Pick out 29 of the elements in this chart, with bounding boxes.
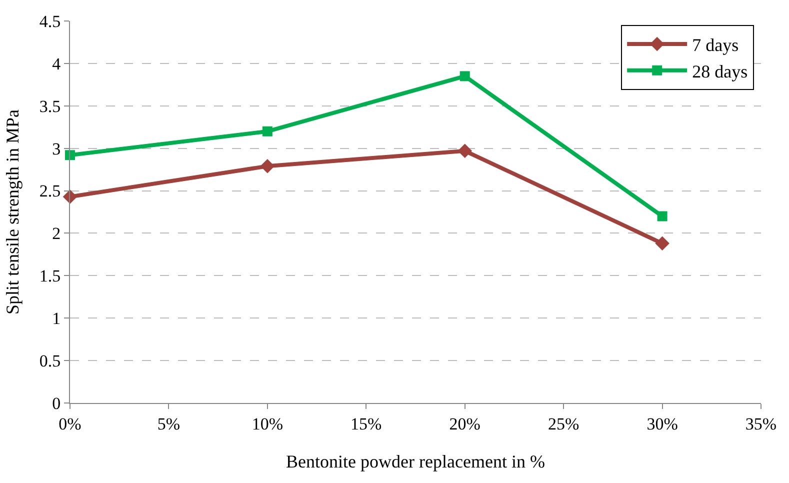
point <box>657 211 668 222</box>
x-tick-label: 10% <box>252 414 284 434</box>
legend-label: 7 days <box>692 35 739 56</box>
y-tick-label: 3.5 <box>39 96 61 116</box>
x-tick-label: 25% <box>548 414 580 434</box>
point <box>458 144 472 158</box>
x-tick-label: 30% <box>646 414 678 434</box>
legend-label: 28 days <box>692 61 748 82</box>
x-tick-label: 20% <box>449 414 480 434</box>
x-tick-label: 35% <box>745 414 777 434</box>
point <box>260 159 275 174</box>
y-tick-label: 2 <box>52 224 61 244</box>
x-tick-label: 0% <box>58 414 82 434</box>
y-tick-label: 0 <box>52 394 61 413</box>
point <box>262 126 272 136</box>
x-tick-label: 5% <box>157 414 180 434</box>
y-tick-label: 4.5 <box>39 12 61 31</box>
y-tick-label: 3 <box>52 139 61 158</box>
y-tick-label: 1.5 <box>39 266 61 286</box>
point <box>65 150 75 160</box>
y-tick-label: 2.5 <box>39 182 61 201</box>
point <box>655 236 670 251</box>
y-axis-title: Split tensile strength in MPa <box>2 109 23 314</box>
point <box>460 71 470 82</box>
y-tick-label: 4 <box>52 54 62 74</box>
x-tick-label: 15% <box>350 414 382 434</box>
y-tick-label: 0.5 <box>39 352 61 371</box>
x-axis-title: Bentonite powder replacement in % <box>286 452 545 472</box>
y-tick-label: 1 <box>52 309 61 328</box>
